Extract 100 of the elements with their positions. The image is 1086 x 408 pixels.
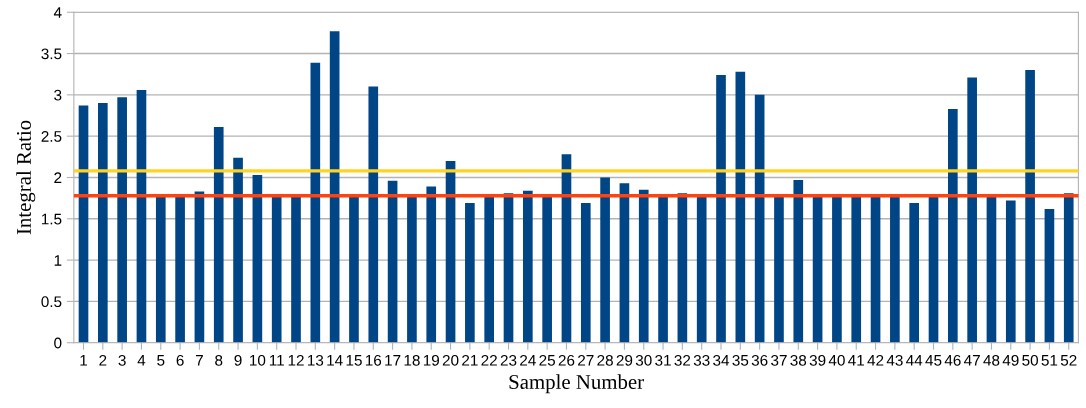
bar <box>677 193 688 343</box>
bar <box>484 196 495 343</box>
x-tick-label: 52 <box>1060 354 1077 366</box>
x-tick-label: 38 <box>790 354 807 366</box>
x-tick-label: 21 <box>462 354 478 366</box>
x-tick-label: 23 <box>500 354 517 366</box>
x-tick-label: 27 <box>578 354 594 366</box>
bar <box>600 177 610 343</box>
x-tick-label: 17 <box>385 355 401 366</box>
bar <box>735 71 746 343</box>
x-tick-label: 48 <box>983 354 1000 366</box>
x-tick-label: 32 <box>674 354 691 366</box>
bar <box>329 31 340 343</box>
y-axis-title: Integral Ratio <box>16 120 36 235</box>
bar <box>1063 193 1074 343</box>
bar <box>909 203 920 343</box>
y-tick-label: 2 <box>54 172 62 184</box>
x-tick-label: 5 <box>157 355 165 366</box>
x-tick-label: 51 <box>1041 355 1058 366</box>
bar <box>890 196 900 343</box>
x-tick-label: 31 <box>655 354 671 366</box>
bar <box>349 196 359 343</box>
y-tick-label: 0 <box>54 337 62 349</box>
x-tick-label: 44 <box>906 355 923 366</box>
x-tick-label: 3 <box>118 354 126 366</box>
bar <box>233 157 243 343</box>
x-tick-label: 4 <box>137 355 146 366</box>
x-tick-label: 16 <box>365 354 382 366</box>
x-tick-label: 49 <box>1002 354 1019 366</box>
bar <box>117 97 127 343</box>
bar <box>774 196 784 343</box>
x-tick-label: 46 <box>944 354 961 366</box>
x-tick-label: 42 <box>867 354 884 366</box>
bar <box>638 189 649 343</box>
bar <box>194 191 205 343</box>
bar <box>271 196 282 343</box>
bar <box>967 77 977 343</box>
bar <box>310 62 321 343</box>
bar <box>851 196 862 343</box>
bar <box>175 196 185 343</box>
bar <box>986 196 997 343</box>
x-tick-label: 19 <box>423 354 440 366</box>
bar <box>426 186 437 343</box>
x-tick-label: 20 <box>442 354 459 366</box>
x-tick-label: 7 <box>195 355 203 366</box>
x-tick-label: 25 <box>539 354 555 366</box>
bar <box>948 108 958 343</box>
x-tick-label: 34 <box>713 354 730 366</box>
x-tick-label: 45 <box>925 355 942 366</box>
y-tick-label: 1 <box>54 255 62 266</box>
x-tick-label: 24 <box>520 354 536 366</box>
x-tick-label: 13 <box>308 354 324 366</box>
x-tick-label: 28 <box>597 354 613 366</box>
x-tick-label: 47 <box>964 355 980 366</box>
bar <box>870 196 881 343</box>
bar <box>1005 200 1016 343</box>
x-tick-label: 14 <box>327 355 343 366</box>
x-tick-label: 22 <box>481 354 497 366</box>
x-tick-label: 15 <box>346 355 362 366</box>
bar <box>252 175 263 343</box>
bar <box>98 103 108 343</box>
x-tick-label: 18 <box>404 354 420 366</box>
x-tick-label: 10 <box>250 354 266 366</box>
bar <box>213 127 224 343</box>
y-tick-label: 2.5 <box>41 131 62 142</box>
bar <box>580 203 591 343</box>
bar <box>812 196 823 343</box>
x-tick-label: 2 <box>99 354 107 366</box>
x-tick-label: 40 <box>828 354 845 366</box>
bar <box>928 196 939 343</box>
bar <box>542 196 552 343</box>
bar <box>78 105 89 343</box>
y-tick-label: 0.5 <box>41 296 62 308</box>
x-tick-label: 41 <box>848 355 864 366</box>
bar <box>291 196 301 343</box>
bar <box>503 193 514 343</box>
x-tick-label: 8 <box>215 354 223 366</box>
x-tick-label: 26 <box>558 354 575 366</box>
bar <box>793 179 804 343</box>
bar <box>387 180 398 343</box>
bar <box>696 196 707 343</box>
bar <box>754 94 765 343</box>
bar <box>1044 208 1055 343</box>
bar <box>465 203 475 343</box>
x-tick-label: 6 <box>176 354 184 366</box>
x-tick-label: 50 <box>1022 354 1038 366</box>
y-tick-label: 1.5 <box>41 213 62 225</box>
x-tick-label: 37 <box>771 354 787 366</box>
bar <box>832 196 842 343</box>
bar <box>368 86 379 343</box>
x-axis-title: Sample Number <box>509 374 644 394</box>
bar <box>619 183 630 343</box>
x-tick-label: 1 <box>80 355 88 366</box>
y-tick-label: 3 <box>54 89 62 101</box>
bar <box>561 154 572 343</box>
x-tick-label: 43 <box>886 354 903 366</box>
x-tick-label: 9 <box>234 354 242 366</box>
bar <box>136 89 147 343</box>
x-tick-label: 35 <box>732 354 749 366</box>
bar <box>407 196 417 343</box>
